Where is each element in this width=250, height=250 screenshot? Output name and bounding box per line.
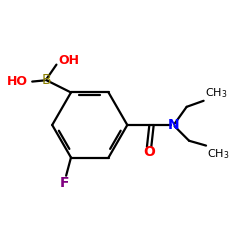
Text: CH$_3$: CH$_3$ xyxy=(207,147,230,160)
Text: N: N xyxy=(168,118,179,132)
Text: O: O xyxy=(143,145,155,159)
Text: B: B xyxy=(42,73,51,87)
Text: OH: OH xyxy=(59,54,80,67)
Text: HO: HO xyxy=(7,75,28,88)
Text: CH$_3$: CH$_3$ xyxy=(205,86,227,100)
Text: F: F xyxy=(60,176,70,190)
